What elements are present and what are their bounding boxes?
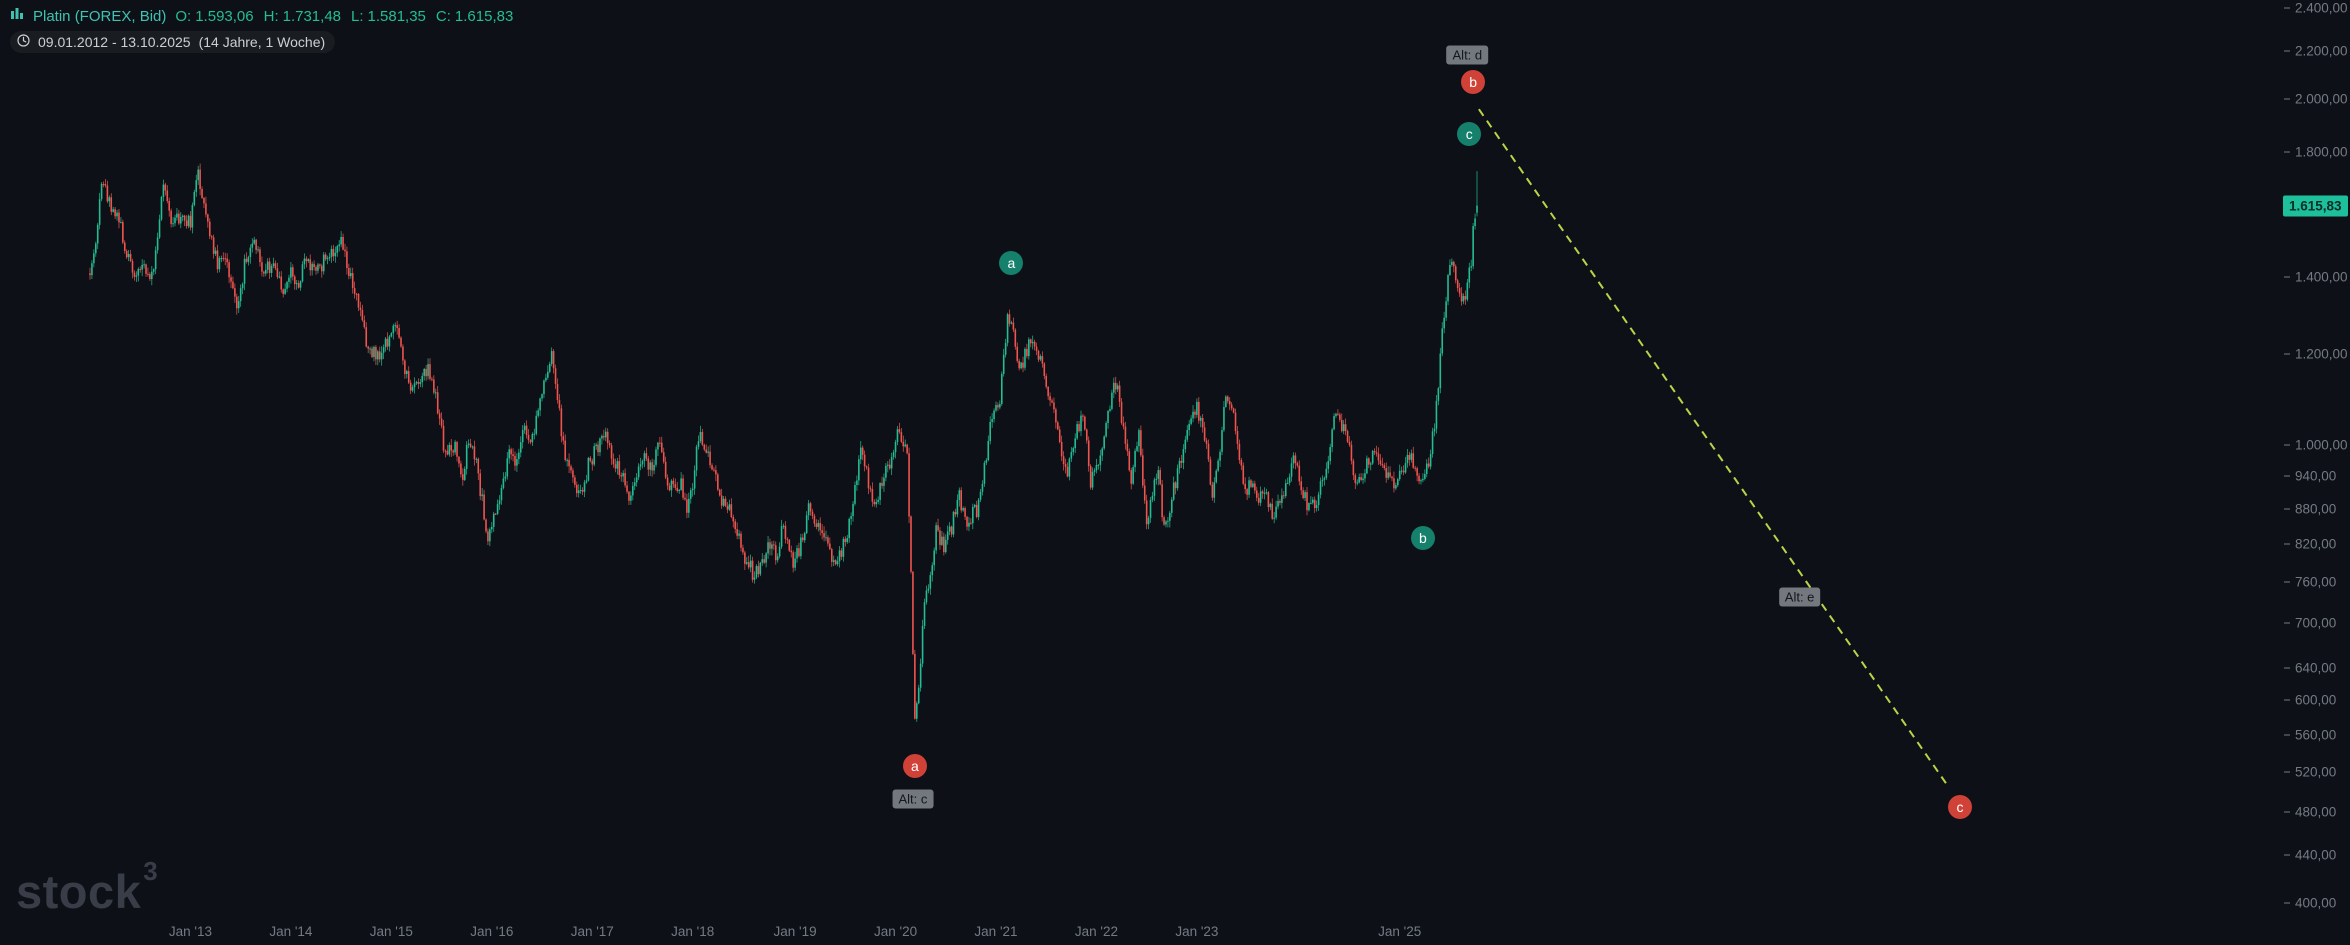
axis-tick-mark xyxy=(2284,771,2290,773)
instrument-row: Platin (FOREX, Bid) O: 1.593,06 H: 1.731,48… xyxy=(10,7,513,26)
ohlc-label: O: xyxy=(175,8,192,25)
ohlc-pair: L: 1.581,35 xyxy=(351,7,426,26)
time-axis-label: Jan '25 xyxy=(1378,924,1422,939)
price-axis-label: 640,00 xyxy=(2284,661,2336,676)
price-axis-label: 880,00 xyxy=(2284,502,2336,517)
date-range-text: 09.01.2012 - 13.10.2025 xyxy=(38,34,191,50)
time-axis[interactable]: Jan '13 Jan '14 Jan '15 Jan '16 Jan '17 Jan '… xyxy=(0,918,2282,945)
time-axis-label: Jan '20 xyxy=(873,924,918,939)
axis-tick-mark xyxy=(2284,7,2290,9)
ohlc-value: 1.731,48 xyxy=(282,8,341,25)
axis-tick-mark xyxy=(2284,622,2290,624)
wave-marker-b[interactable]: b xyxy=(1410,526,1435,551)
ohlc-value: 1.593,06 xyxy=(195,8,254,25)
ohlc-pair: O: 1.593,06 xyxy=(175,7,253,26)
alt-wave-label[interactable]: Alt: d xyxy=(1446,45,1489,65)
watermark-sup: 3 xyxy=(143,857,159,886)
axis-tick-mark xyxy=(2284,902,2290,904)
price-axis-label: 520,00 xyxy=(2284,764,2336,779)
price-axis-label: 1.400,00 xyxy=(2284,270,2348,285)
axis-tick-mark xyxy=(2284,811,2290,813)
price-axis-label: 820,00 xyxy=(2284,537,2336,552)
axis-tick-mark xyxy=(2284,543,2290,545)
price-axis-label: 1.800,00 xyxy=(2284,144,2348,159)
axis-tick-mark xyxy=(2284,508,2290,510)
time-axis-label: Jan '19 xyxy=(773,924,817,939)
axis-tick-mark xyxy=(2284,151,2290,153)
wave-marker-c[interactable]: c xyxy=(1457,121,1482,146)
price-axis-label: 2.200,00 xyxy=(2284,44,2348,59)
axis-tick-mark xyxy=(2284,98,2290,100)
time-axis-label: Jan '13 xyxy=(168,924,212,939)
ohlc-label: C: xyxy=(435,8,451,25)
projection-dashed-line xyxy=(1478,108,1950,788)
axis-tick-mark xyxy=(2284,854,2290,856)
wave-marker-a[interactable]: a xyxy=(999,251,1024,276)
price-axis-label: 700,00 xyxy=(2284,616,2336,631)
axis-tick-mark xyxy=(2284,475,2290,477)
wave-marker-c[interactable]: c xyxy=(1947,794,1972,819)
instrument-name[interactable]: Platin (FOREX, Bid) xyxy=(33,8,167,25)
ohlc-label: H: xyxy=(263,8,279,25)
ohlc-value: 1.615,83 xyxy=(454,8,514,25)
time-axis-label: Jan '15 xyxy=(369,924,413,939)
time-axis-label: Jan '23 xyxy=(1175,924,1219,939)
time-axis-label: Jan '22 xyxy=(1074,924,1118,939)
axis-tick-mark xyxy=(2284,581,2290,583)
axis-tick-mark xyxy=(2284,276,2290,278)
watermark-text: stock xyxy=(16,865,142,918)
alt-wave-label[interactable]: Alt: c xyxy=(892,789,934,809)
price-axis-label: 2.000,00 xyxy=(2284,92,2348,107)
current-price-tag: 1.615,83 xyxy=(2283,195,2348,217)
ohlc-label: L: xyxy=(351,8,364,25)
price-axis-label: 480,00 xyxy=(2284,804,2336,819)
price-axis-label: 760,00 xyxy=(2284,575,2336,590)
time-axis-label: Jan '18 xyxy=(671,924,715,939)
chart-legend: Platin (FOREX, Bid) O: 1.593,06 H: 1.731,48… xyxy=(10,7,513,53)
price-axis-label: 1.200,00 xyxy=(2284,347,2348,362)
ohlc-values: O: 1.593,06 H: 1.731,48 L: 1.581,35 C: 1.615,83 xyxy=(175,7,513,26)
date-range-pill[interactable]: 09.01.2012 - 13.10.2025 (14 Jahre, 1 Woc… xyxy=(10,31,336,53)
wave-marker-a[interactable]: a xyxy=(902,754,927,779)
price-axis-label: 2.400,00 xyxy=(2284,1,2348,16)
time-axis-label: Jan '14 xyxy=(269,924,313,939)
wave-marker-b[interactable]: b xyxy=(1461,69,1486,94)
axis-tick-mark xyxy=(2284,50,2290,52)
axis-tick-mark xyxy=(2284,667,2290,669)
ohlc-pair: C: 1.615,83 xyxy=(436,7,513,26)
ohlc-value: 1.581,35 xyxy=(367,8,426,25)
axis-tick-mark xyxy=(2284,699,2290,701)
instrument-icon xyxy=(10,7,24,26)
price-axis[interactable]: 2.400,00 2.200,00 2.000,00 1.800,00 1.400,00… xyxy=(2282,0,2350,945)
stock3-watermark: stock3 xyxy=(16,858,158,919)
time-axis-label: Jan '16 xyxy=(470,924,514,939)
price-axis-label: 400,00 xyxy=(2284,896,2336,911)
axis-tick-mark xyxy=(2284,734,2290,736)
axis-tick-mark xyxy=(2284,444,2290,446)
clock-icon xyxy=(17,34,30,50)
price-axis-label: 560,00 xyxy=(2284,727,2336,742)
price-axis-label: 600,00 xyxy=(2284,693,2336,708)
time-axis-label: Jan '21 xyxy=(974,924,1018,939)
ohlc-pair: H: 1.731,48 xyxy=(264,7,341,26)
period-info-text: (14 Jahre, 1 Woche) xyxy=(198,34,326,50)
time-axis-label: Jan '17 xyxy=(570,924,614,939)
alt-wave-label[interactable]: Alt: e xyxy=(1778,587,1821,607)
price-axis-label: 940,00 xyxy=(2284,469,2336,484)
price-axis-label: 440,00 xyxy=(2284,848,2336,863)
axis-tick-mark xyxy=(2284,353,2290,355)
price-axis-label: 1.000,00 xyxy=(2284,438,2348,453)
